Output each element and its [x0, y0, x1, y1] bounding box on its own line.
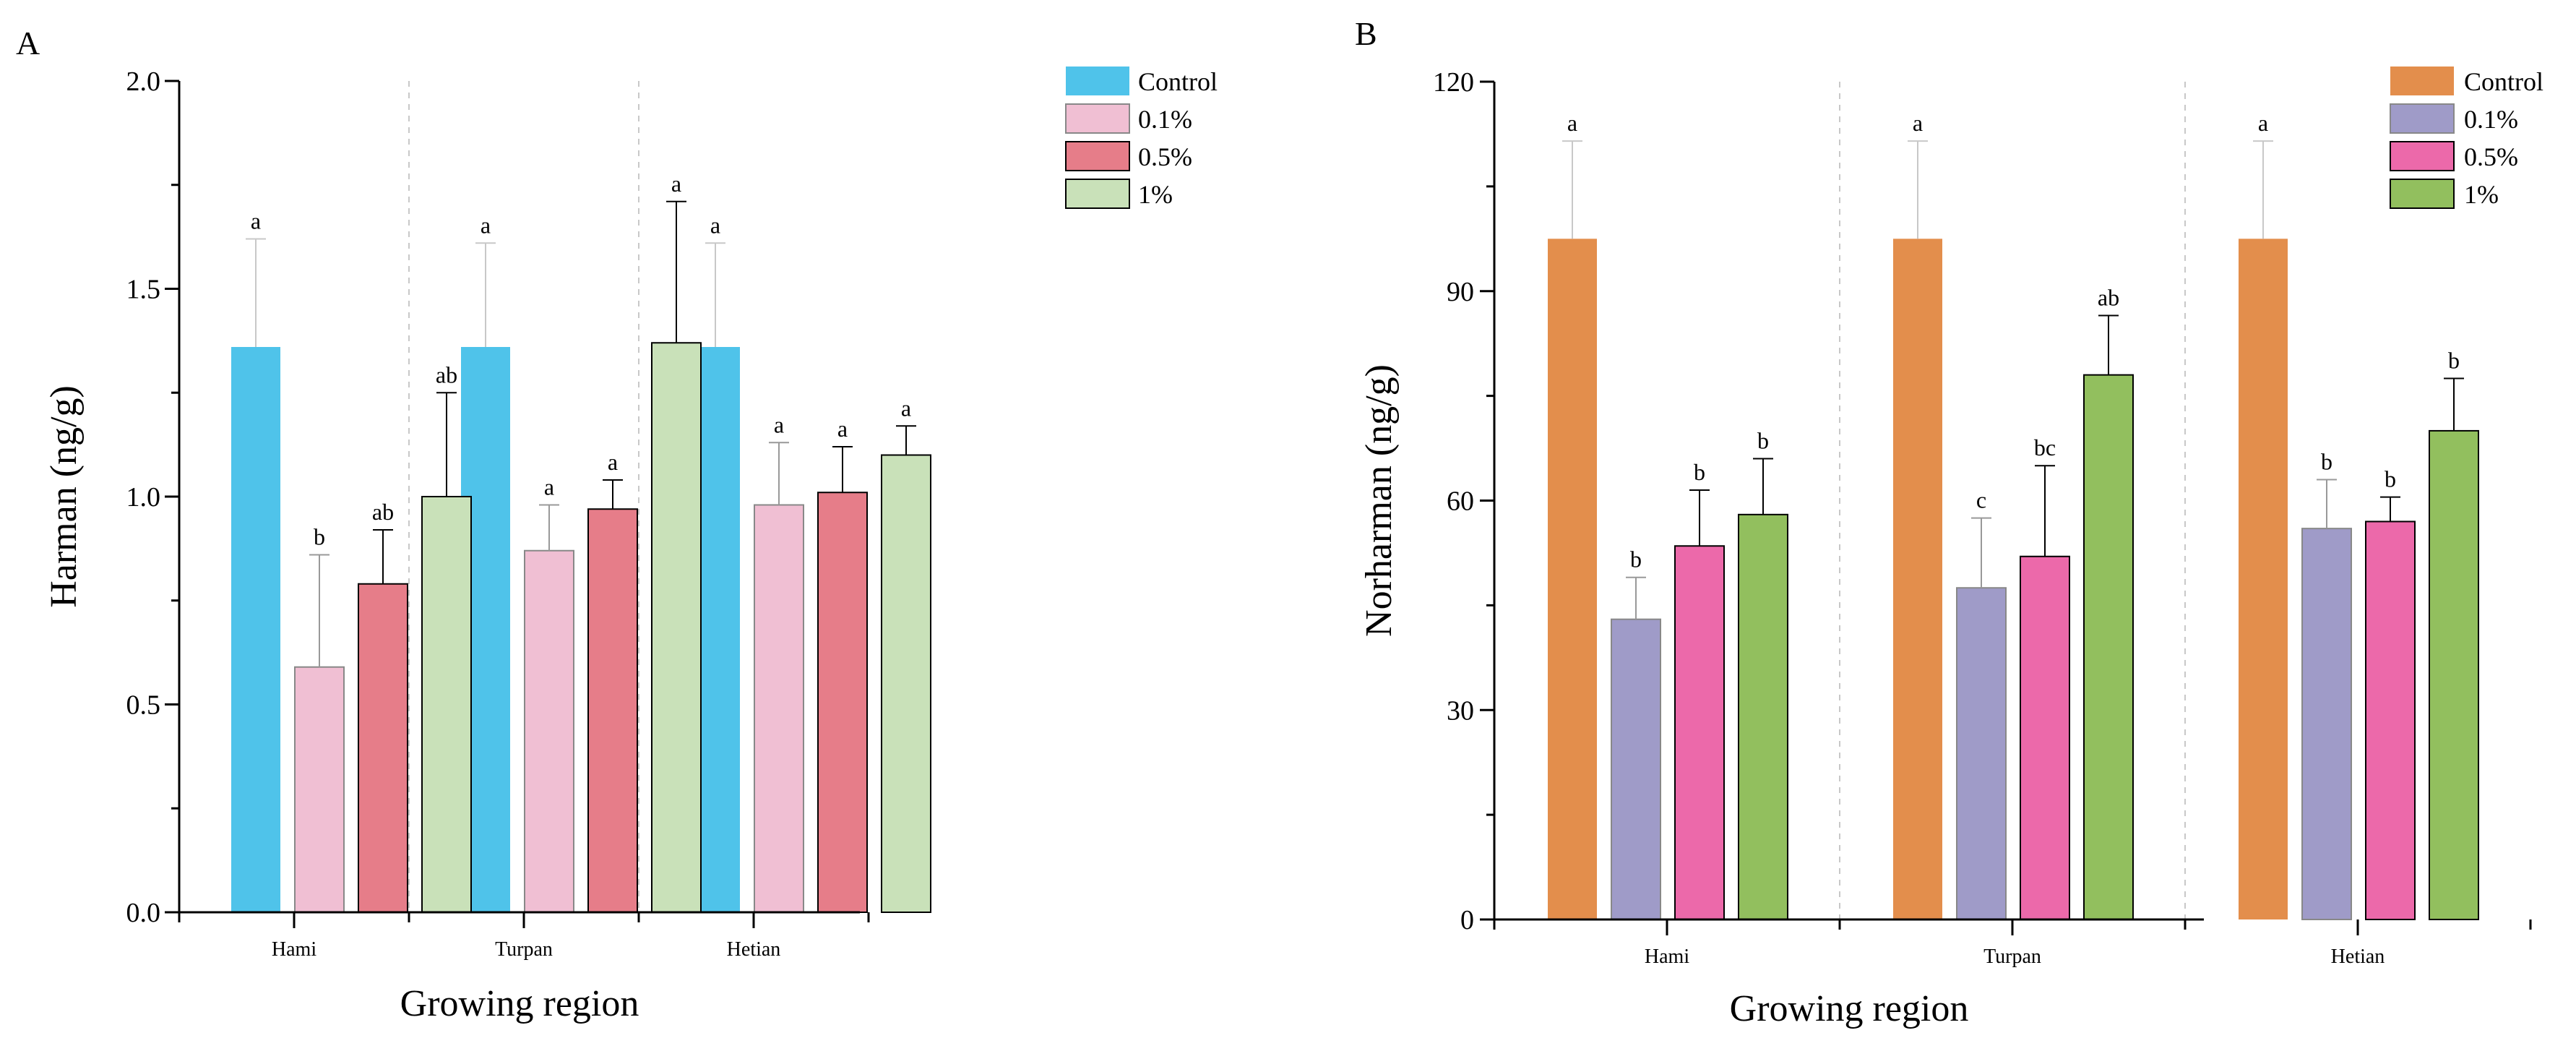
bar-0.1%-Hami [294, 666, 345, 913]
bar-Control-Turpan [1893, 239, 1942, 919]
panel-label: B [1355, 15, 1377, 52]
x-axis-label: Growing region [1730, 988, 1969, 1029]
significance-letter: ab [2098, 285, 2119, 311]
significance-letter: ab [436, 361, 457, 387]
y-tick-label: 30 [1447, 695, 1474, 726]
bar-0.5%-Hami [358, 583, 408, 913]
legend-label: 0.5% [2464, 142, 2518, 171]
significance-letter: b [1757, 428, 1769, 454]
significance-letter: b [2448, 347, 2460, 373]
x-tick-label: Hetian [727, 938, 781, 961]
legend-swatch [2390, 141, 2455, 171]
bar-0.1%-Turpan [1956, 587, 2007, 921]
significance-letter: bc [2034, 434, 2056, 460]
significance-letter: ab [372, 499, 394, 525]
bar-1%-Turpan [651, 342, 702, 913]
legend-label: 1% [2464, 180, 2499, 209]
x-tick-label: Hami [1645, 946, 1689, 968]
y-tick-label: 0.0 [126, 898, 161, 928]
legend-swatch [2390, 67, 2454, 95]
panel-label: A [16, 25, 40, 61]
x-axis-label: Growing region [400, 983, 639, 1024]
legend-swatch [2390, 179, 2455, 209]
significance-letter: a [251, 208, 261, 234]
bar-1%-Turpan [2083, 374, 2134, 920]
bar-1%-Hetian [881, 454, 931, 913]
legend-label: Control [1138, 67, 1218, 96]
bar-1%-Hetian [2429, 429, 2479, 920]
y-tick-label: 2.0 [126, 67, 161, 97]
y-tick-label: 0.5 [126, 690, 161, 721]
y-axis-label: Harman (ng/g) [43, 385, 85, 608]
significance-letter: a [608, 449, 618, 475]
bar-0.5%-Hetian [817, 492, 868, 913]
legend-label: 0.5% [1138, 142, 1192, 171]
bar-Control-Hami [1548, 239, 1597, 919]
x-tick-label: Hami [272, 938, 316, 961]
bar-1%-Hami [1738, 513, 1788, 920]
y-tick-label: 1.5 [126, 275, 161, 305]
bar-Control-Hetian [2239, 239, 2288, 919]
legend-swatch [1065, 103, 1130, 134]
y-tick-label: 0 [1460, 905, 1474, 935]
legend: Control 0.1% 0.5% 1% [1065, 67, 1218, 209]
significance-letter: b [2385, 466, 2396, 492]
bar-0.5%-Hetian [2365, 520, 2416, 920]
legend-label: 0.1% [2464, 105, 2518, 134]
significance-letter: b [2321, 449, 2332, 475]
y-axis-label: Norharman (ng/g) [1358, 364, 1400, 637]
y-tick-label: 60 [1447, 486, 1474, 517]
bar-0.5%-Turpan [2020, 555, 2070, 920]
bar-0.1%-Hetian [2301, 528, 2352, 920]
bar-0.1%-Hami [1611, 618, 1661, 920]
significance-letter: a [837, 416, 848, 442]
significance-letter: a [2258, 110, 2268, 136]
legend-swatch [1065, 179, 1130, 209]
x-tick-label: Turpan [1983, 946, 2041, 968]
bar-0.1%-Turpan [524, 549, 574, 913]
significance-letter: b [1630, 546, 1642, 573]
significance-letter: a [671, 171, 681, 197]
legend-label: 0.1% [1138, 105, 1192, 134]
bar-0.5%-Hami [1674, 545, 1725, 920]
bar-0.5%-Turpan [587, 508, 638, 913]
bar-Control-Hami [231, 347, 280, 912]
y-tick-label: 1.0 [126, 482, 161, 513]
legend-swatch [1066, 67, 1129, 95]
x-tick-label: Turpan [495, 938, 553, 961]
y-tick-label: 90 [1447, 277, 1474, 307]
bar-0.1%-Hetian [754, 504, 804, 913]
significance-letter: a [1567, 110, 1577, 136]
x-tick-label: Hetian [2331, 946, 2385, 968]
legend: Control 0.1% 0.5% 1% [2390, 67, 2543, 209]
significance-letter: b [314, 524, 325, 550]
legend-swatch [1065, 141, 1130, 171]
significance-letter: a [710, 212, 720, 238]
significance-letter: a [774, 411, 784, 437]
significance-letter: b [1694, 459, 1705, 485]
y-tick-label: 120 [1433, 67, 1474, 98]
significance-letter: a [544, 474, 554, 500]
significance-letter: a [1913, 110, 1923, 136]
legend-label: 1% [1138, 180, 1173, 209]
significance-letter: a [481, 212, 491, 238]
significance-letter: a [901, 395, 911, 421]
legend-label: Control [2464, 67, 2543, 96]
significance-letter: c [1976, 487, 1986, 513]
bar-1%-Hami [421, 496, 472, 913]
legend-swatch [2390, 103, 2455, 134]
